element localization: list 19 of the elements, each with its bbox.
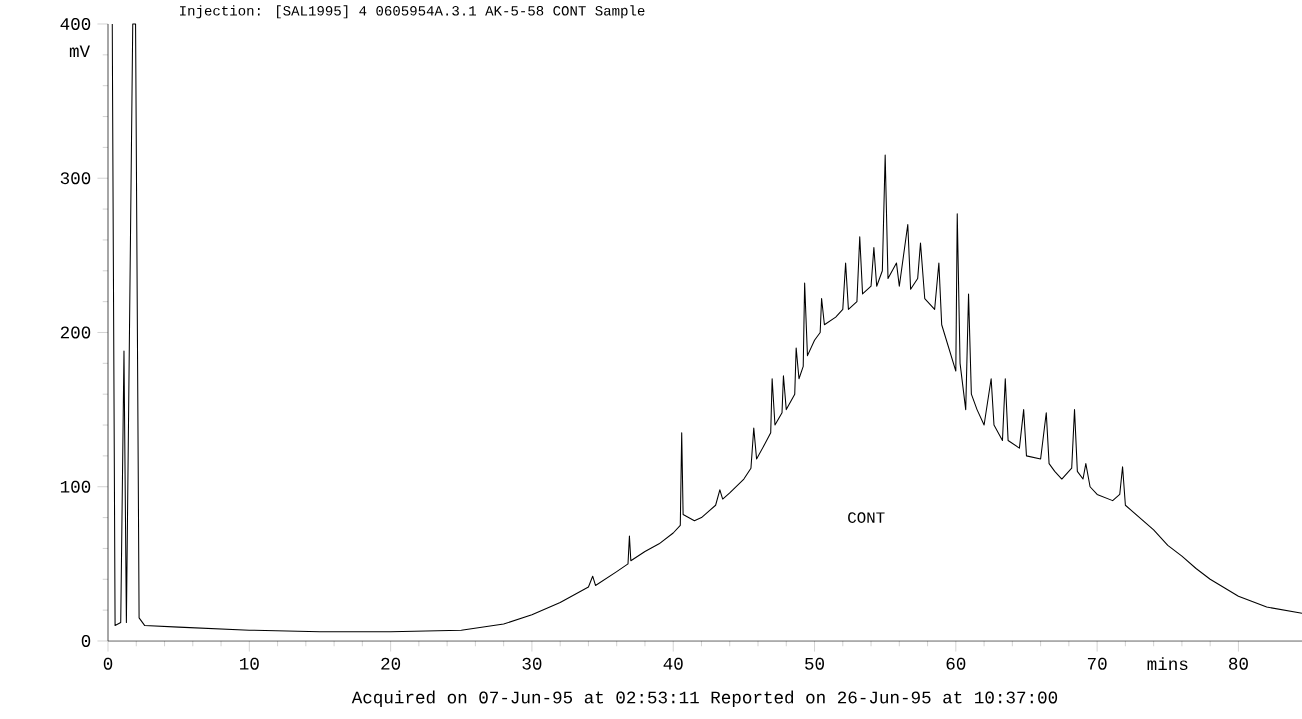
x-tick-label: 20 (381, 657, 401, 670)
x-tick-label: 40 (663, 657, 683, 670)
y-tick-label: 0 (81, 635, 91, 647)
x-tick-label: 70 (1087, 657, 1107, 670)
text: Acquired on 07-Jun-95 at 02:53:11 Reported on 26-Jun-95 at 10:37:00 (351, 690, 1058, 707)
y-tick-label: 100 (60, 480, 91, 493)
x-tick-label: 0 (103, 657, 113, 670)
x-tick-label: 50 (805, 657, 824, 670)
y-tick-label: 300 (60, 172, 91, 185)
x-tick-label: 30 (522, 657, 542, 670)
chart-title: Injection: [SAL1995] 4 0605954A.3.1 AK-5-58 CONT Sample (180, 5, 645, 19)
y-tick-label: 200 (60, 326, 91, 339)
x-tick-label: 60 (946, 657, 966, 670)
y-tick-label: 400 (60, 18, 91, 30)
annotation: CONT (848, 512, 885, 523)
x-tick-label: 10 (240, 657, 259, 670)
y-axis-title: mV (69, 45, 90, 58)
x-tick-label: 80 (1229, 657, 1248, 670)
x-axis-title: mins (1147, 657, 1188, 671)
